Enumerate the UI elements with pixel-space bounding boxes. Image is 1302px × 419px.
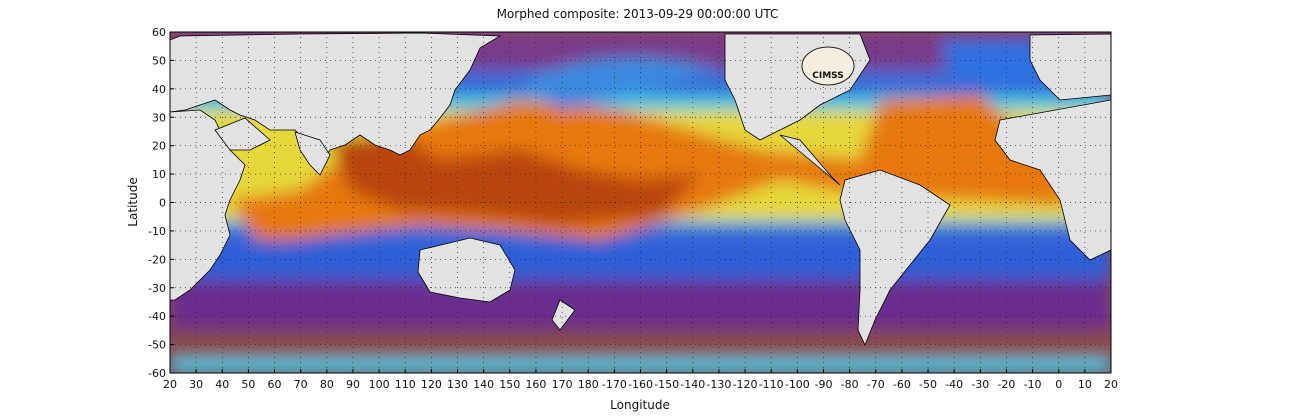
y-tick-label: 60: [152, 26, 166, 39]
x-tick-label: 80: [320, 378, 334, 391]
y-tick-label: -60: [148, 367, 166, 380]
new-zealand: [551, 299, 576, 331]
x-tick-label: 10: [1078, 378, 1092, 391]
y-tick-label: -20: [148, 253, 166, 266]
y-axis-ticks: 60 50 40 30 20 10 0 -10 -20 -30 -40 -50 -60: [148, 26, 174, 380]
y-tick-label: 30: [152, 111, 166, 124]
x-tick-label: -70: [867, 378, 885, 391]
y-tick-label: 10: [152, 168, 166, 181]
x-tick-label: -10: [1024, 378, 1042, 391]
x-axis-label: Longitude: [610, 398, 670, 412]
cimss-logo: CIMSS: [801, 46, 855, 86]
y-tick-label: -40: [148, 310, 166, 323]
y-axis-label: Latitude: [126, 177, 140, 226]
x-tick-label: -140: [680, 378, 705, 391]
x-tick-label: -30: [971, 378, 989, 391]
y-tick-label: 20: [152, 140, 166, 153]
central-america: [779, 134, 841, 186]
ocean-field: [170, 32, 1111, 373]
y-tick-label: -30: [148, 282, 166, 295]
x-tick-label: -160: [628, 378, 653, 391]
x-tick-label: -100: [785, 378, 810, 391]
pacific-swirl: [520, 57, 720, 110]
x-tick-label: 100: [369, 378, 390, 391]
y-tick-label: -10: [148, 225, 166, 238]
x-tick-label: 170: [552, 378, 573, 391]
warm-pool-dark-orange: [330, 135, 700, 225]
x-tick-label: 20: [1104, 378, 1118, 391]
x-tick-label: 150: [499, 378, 520, 391]
x-tick-label: -120: [733, 378, 758, 391]
x-tick-label: -110: [759, 378, 784, 391]
x-tick-label: 50: [241, 378, 255, 391]
x-tick-label: -60: [893, 378, 911, 391]
x-tick-label: 120: [421, 378, 442, 391]
southern-dry-band: [170, 330, 1111, 360]
x-axis-ticks: 20 30 40 50 60 70 80 90 100 110 120 130 140 150 160 170…: [163, 369, 1118, 391]
x-tick-label: 180: [578, 378, 599, 391]
arabia: [214, 117, 271, 151]
x-tick-label: -40: [945, 378, 963, 391]
x-tick-label: 40: [215, 378, 229, 391]
x-tick-label: -80: [841, 378, 859, 391]
x-tick-label: -170: [602, 378, 627, 391]
x-tick-label: -50: [919, 378, 937, 391]
logo-text: CIMSS: [812, 71, 843, 81]
x-tick-label: 30: [189, 378, 203, 391]
europe: [1029, 33, 1111, 101]
x-tick-label: -90: [814, 378, 832, 391]
y-tick-label: 50: [152, 54, 166, 67]
india: [294, 131, 331, 176]
x-tick-label: 160: [525, 378, 546, 391]
x-tick-label: 140: [473, 378, 494, 391]
y-tick-label: 0: [159, 197, 166, 210]
x-tick-label: 130: [447, 378, 468, 391]
x-tick-label: 20: [163, 378, 177, 391]
y-tick-label: -50: [148, 339, 166, 352]
x-tick-label: 110: [395, 378, 416, 391]
land: [170, 32, 1111, 347]
x-tick-label: -150: [654, 378, 679, 391]
map-title: Morphed composite: 2013-09-29 00:00:00 U…: [496, 7, 779, 21]
west-africa: [994, 99, 1111, 261]
x-tick-label: 0: [1055, 378, 1062, 391]
x-tick-label: 60: [268, 378, 282, 391]
x-tick-label: -20: [997, 378, 1015, 391]
south-america: [839, 169, 951, 347]
graticule: [170, 32, 1111, 373]
x-tick-label: -130: [706, 378, 731, 391]
x-tick-label: 70: [294, 378, 308, 391]
x-tick-label: 90: [346, 378, 360, 391]
y-tick-label: 40: [152, 83, 166, 96]
eurasia: [170, 32, 502, 166]
australia: [417, 237, 516, 303]
